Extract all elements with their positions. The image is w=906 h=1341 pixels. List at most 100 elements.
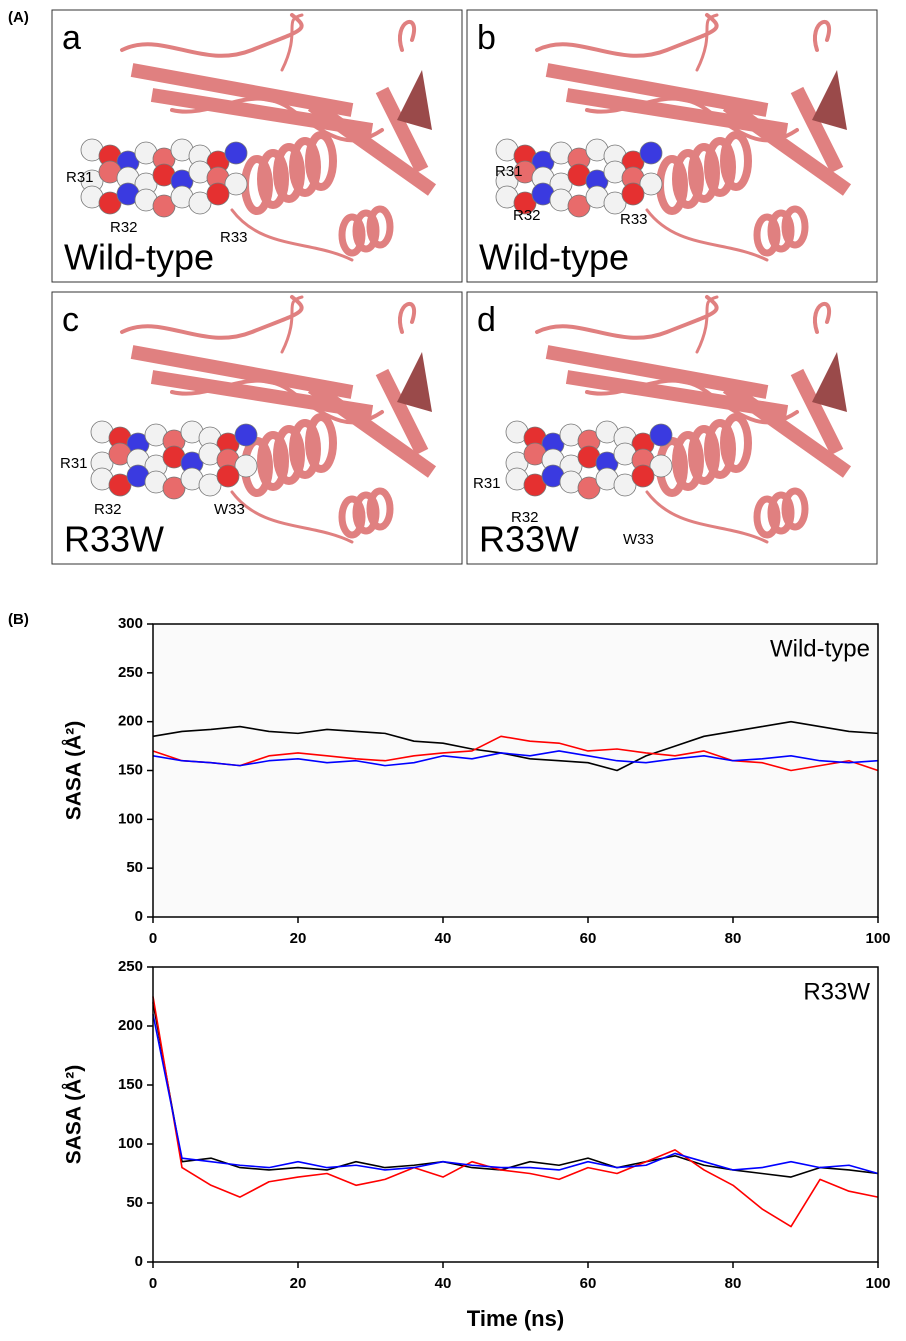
loop [120,295,304,340]
sheet [790,368,844,456]
atom-sphere [234,423,258,447]
helix-turn [305,131,337,191]
helix-turn [781,205,809,249]
residue-label: R32 [511,509,539,526]
panel-label: (A) [8,9,29,26]
x-tick-label: 0 [149,1275,157,1292]
residue-label: R31 [473,475,501,492]
x-tick-label: 40 [435,930,452,947]
helix-turn [289,137,321,197]
atom-sphere [152,194,176,218]
series-line [152,720,879,772]
x-tick-label: 0 [149,930,157,947]
series-line [152,1014,879,1175]
x-tick-label: 100 [865,930,890,947]
series-line [152,996,879,1228]
helix-turn [781,487,809,531]
loop [280,295,304,354]
sheet [375,368,429,456]
helix-turn [273,425,305,485]
panel-letter: c [62,301,79,339]
panel-label: (B) [8,611,29,628]
y-tick-label: 150 [118,761,143,778]
atom-sphere [649,454,673,478]
helix-turn [366,205,394,249]
atom-sphere [224,141,248,165]
y-axis-label: SASA (Å²) [62,721,86,821]
helix-turn [672,431,704,491]
residue-label: R33 [620,211,648,228]
helix-turn [273,143,305,203]
loop [535,295,719,340]
x-tick-label: 60 [580,930,597,947]
residue-label: R32 [110,219,138,236]
y-tick-label: 0 [135,908,143,925]
x-tick-label: 20 [290,1275,307,1292]
sheet [307,381,437,478]
y-tick-label: 0 [135,1253,143,1270]
series-line [152,750,879,767]
y-tick-label: 150 [118,1076,143,1093]
y-tick-label: 200 [118,1017,143,1034]
helix-turn [257,431,289,491]
sheet [375,86,429,174]
sheet-edge [397,352,432,412]
sheet [722,99,852,196]
loop [120,13,304,58]
x-tick-label: 100 [865,1275,890,1292]
panel-caption: Wild-type [64,237,214,278]
residue-label: W33 [214,501,245,518]
atom-sphere [631,464,655,488]
x-tick-label: 40 [435,1275,452,1292]
helix-turn [338,213,366,257]
y-tick-label: 50 [126,859,143,876]
atom-sphere [188,191,212,215]
protein-cartoon: b Wild-type R31 R32 R33 [477,13,852,278]
protein-cartoon: a Wild-type R31 R32 R33 [62,13,437,278]
sheet [790,86,844,174]
panel-caption: R33W [64,519,164,560]
atom-sphere [234,454,258,478]
atom-sphere [567,194,591,218]
loop [535,13,719,58]
helix-turn [257,149,289,209]
sheet-edge [812,70,847,130]
loop [230,208,354,262]
atom-sphere [639,172,663,196]
atom-sphere [639,141,663,165]
atom-sphere [162,476,186,500]
helix-turn [289,419,321,479]
helix-turn [753,495,781,539]
sheet [722,381,852,478]
atom-sphere [216,464,240,488]
loop [398,19,416,52]
helix-turn [704,419,736,479]
atom-sphere [603,191,627,215]
panel-letter: a [62,19,81,57]
helix-turn [352,491,380,535]
panel-caption: Wild-type [479,237,629,278]
loop [230,490,354,544]
sheet-edge [812,352,847,412]
panel-letter: b [477,19,496,57]
helix-turn [767,209,795,253]
y-tick-label: 50 [126,1194,143,1211]
x-tick-label: 80 [725,1275,742,1292]
loop [695,295,719,354]
residue-label: R31 [60,455,88,472]
residue-label: R33 [220,229,248,246]
y-tick-label: 250 [118,664,143,681]
helix-turn [366,487,394,531]
x-axis-label: Time (ns) [467,1306,564,1331]
atom-sphere [613,473,637,497]
helix-turn [305,413,337,473]
sheet-edge [397,70,432,130]
x-tick-label: 80 [725,930,742,947]
residue-label: R32 [513,207,541,224]
annotation: Wild-type [770,635,870,662]
helix-turn [720,131,752,191]
protein-cartoon: d R33W R31 R32 W33 [473,295,852,560]
helix-turn [352,209,380,253]
annotation: R33W [803,978,870,1005]
